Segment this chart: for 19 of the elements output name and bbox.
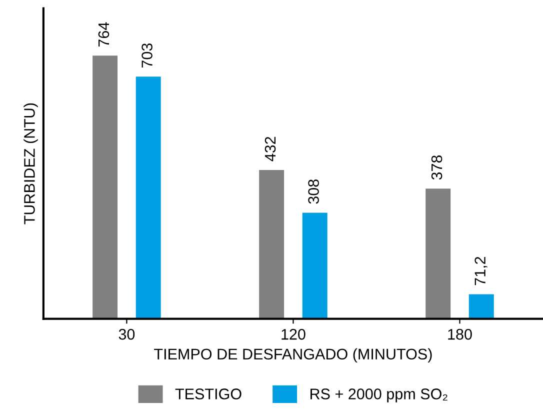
legend-label: TESTIGO bbox=[175, 388, 242, 400]
legend-label: RS + 2000 ppm SO₂ bbox=[310, 388, 448, 402]
x-tick-label: 120 bbox=[282, 328, 306, 340]
bar bbox=[426, 188, 451, 319]
data-label: 764 bbox=[98, 22, 110, 47]
y-axis-title: TURBIDEZ (NTU) bbox=[24, 103, 38, 224]
data-label: 308 bbox=[308, 180, 319, 204]
data-label: 71,2 bbox=[474, 256, 488, 286]
bar bbox=[136, 76, 161, 319]
data-label: 378 bbox=[431, 155, 442, 180]
data-label: 703 bbox=[142, 44, 152, 68]
x-tick-label: 30 bbox=[118, 328, 135, 340]
bar bbox=[468, 294, 494, 319]
bar bbox=[92, 56, 118, 319]
x-tick-label: 180 bbox=[448, 328, 472, 340]
bar bbox=[302, 212, 328, 319]
data-label: 432 bbox=[264, 136, 276, 162]
bar bbox=[259, 170, 284, 319]
x-axis-title: TIEMPO DE DESFANGADO (MINUTOS) bbox=[154, 348, 432, 363]
